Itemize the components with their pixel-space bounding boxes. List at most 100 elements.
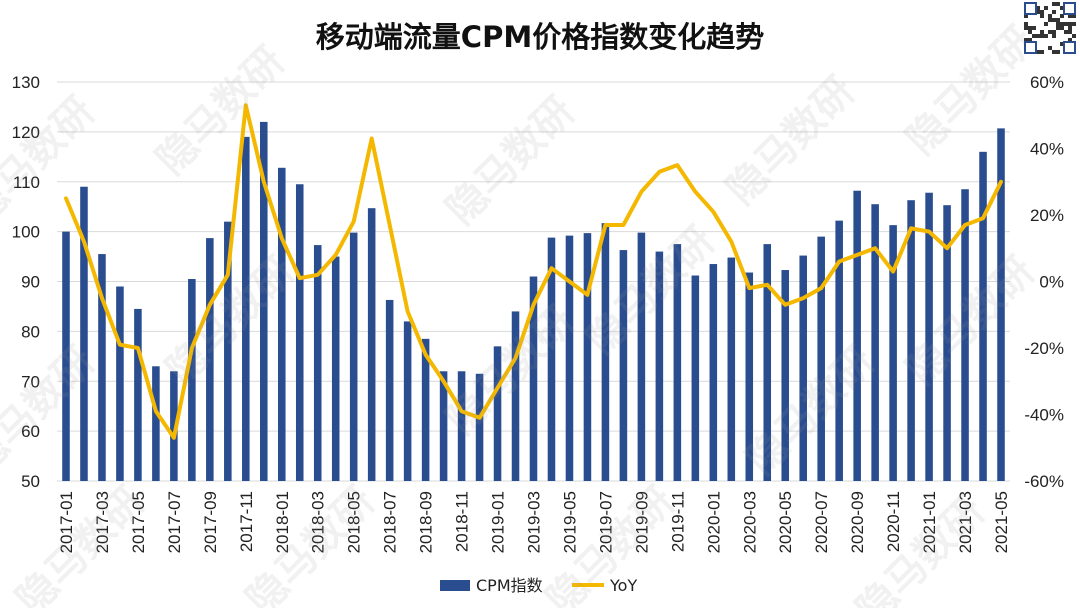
bar <box>80 186 88 482</box>
y-right-tick-label: 0% <box>1039 273 1064 292</box>
qr-module <box>1068 38 1072 42</box>
x-tick-label: 2021-01 <box>920 491 939 553</box>
x-tick-label: 2019-03 <box>525 491 544 553</box>
watermark-text: 隐马数研 <box>438 88 584 234</box>
bar <box>511 311 520 481</box>
x-tick-label: 2018-01 <box>273 491 292 553</box>
watermark-text: 隐马数研 <box>148 38 294 184</box>
bar <box>907 200 915 482</box>
qr-finder <box>1024 41 1037 54</box>
bar <box>206 238 214 481</box>
y-left-tick-label: 50 <box>21 472 40 491</box>
bar <box>260 121 268 482</box>
qr-module <box>1036 6 1040 10</box>
qr-module <box>1024 14 1028 18</box>
y-right-tick-label: 20% <box>1030 206 1064 225</box>
x-tick-label: 2017-05 <box>129 491 148 553</box>
qr-module <box>1068 30 1072 34</box>
y-left-tick-label: 120 <box>12 123 40 142</box>
bar <box>853 190 861 482</box>
qr-module <box>1056 18 1060 22</box>
bar <box>331 256 340 481</box>
x-tick-label: 2017-03 <box>93 491 112 553</box>
qr-module <box>1044 22 1048 26</box>
qr-module <box>1040 30 1044 34</box>
bar <box>781 270 790 481</box>
legend-label-yoy: YoY <box>609 576 637 595</box>
x-tick-label: 2018-11 <box>453 491 472 552</box>
bar <box>817 236 825 481</box>
bar <box>188 279 196 481</box>
x-tick-label: 2019-05 <box>560 491 579 553</box>
watermark-text: 隐马数研 <box>718 68 864 214</box>
bar <box>385 299 394 481</box>
qr-module <box>1056 22 1060 26</box>
qr-module <box>1060 6 1064 10</box>
qr-module <box>1052 18 1056 22</box>
bar <box>691 275 700 481</box>
y-left-tick-label: 130 <box>12 73 40 92</box>
bar <box>529 276 538 481</box>
y-left-tick-label: 100 <box>12 223 40 242</box>
bar <box>961 189 969 481</box>
qr-module <box>1040 14 1044 18</box>
bar <box>116 286 124 481</box>
qr-module <box>1032 26 1036 30</box>
qr-module <box>1060 14 1064 18</box>
y-right-tick-label: 40% <box>1030 140 1064 159</box>
bar <box>709 264 718 481</box>
bar <box>277 167 286 481</box>
x-tick-label: 2018-05 <box>345 491 364 553</box>
x-tick-label: 2019-07 <box>596 491 615 553</box>
qr-module <box>1024 26 1028 30</box>
x-tick-label: 2017-07 <box>165 491 184 553</box>
x-tick-label: 2020-03 <box>740 491 759 553</box>
bar <box>403 321 412 481</box>
bar <box>295 184 304 481</box>
x-tick-label: 2020-05 <box>776 491 795 553</box>
qr-module <box>1052 50 1056 54</box>
qr-module <box>1040 50 1044 54</box>
qr-module <box>1056 2 1060 6</box>
qr-module <box>1060 26 1064 30</box>
bar <box>547 237 556 481</box>
qr-module <box>1068 14 1072 18</box>
qr-module <box>1064 30 1068 34</box>
y-right-tick-label: -40% <box>1024 406 1064 425</box>
bar <box>619 250 628 481</box>
watermark-text: 隐马数研 <box>438 298 584 444</box>
x-tick-label: 2018-09 <box>417 491 436 553</box>
watermark-text: 隐马数研 <box>898 248 1044 394</box>
qr-module <box>1068 22 1072 26</box>
qr-module <box>1052 2 1056 6</box>
qr-module <box>1072 34 1076 38</box>
x-tick-label: 2021-05 <box>992 491 1011 553</box>
y-left-tick-label: 90 <box>21 273 40 292</box>
x-tick-label: 2020-07 <box>812 491 831 553</box>
legend-label-cpm: CPM指数 <box>476 576 543 595</box>
qr-module <box>1068 26 1072 30</box>
y-right-tick-label: -20% <box>1024 339 1064 358</box>
qr-module <box>1044 6 1048 10</box>
qr-module <box>1028 38 1032 42</box>
x-tick-label: 2017-01 <box>57 491 76 553</box>
x-tick-label: 2018-03 <box>309 491 328 553</box>
qr-module <box>1028 26 1032 30</box>
bar <box>134 308 142 481</box>
legend-swatch-bar <box>440 580 470 591</box>
x-tick-label: 2020-09 <box>848 491 867 553</box>
qr-module <box>1044 34 1048 38</box>
bar <box>457 371 466 481</box>
x-tick-label: 2017-09 <box>201 491 220 553</box>
bar <box>583 233 592 481</box>
qr-module <box>1024 22 1028 26</box>
y-left-tick-label: 80 <box>21 322 40 341</box>
bar <box>637 232 646 481</box>
bar <box>997 128 1005 482</box>
bar <box>170 371 178 481</box>
qr-module <box>1048 30 1052 34</box>
qr-module <box>1052 10 1056 14</box>
qr-module <box>1040 10 1044 14</box>
bar <box>421 338 430 481</box>
